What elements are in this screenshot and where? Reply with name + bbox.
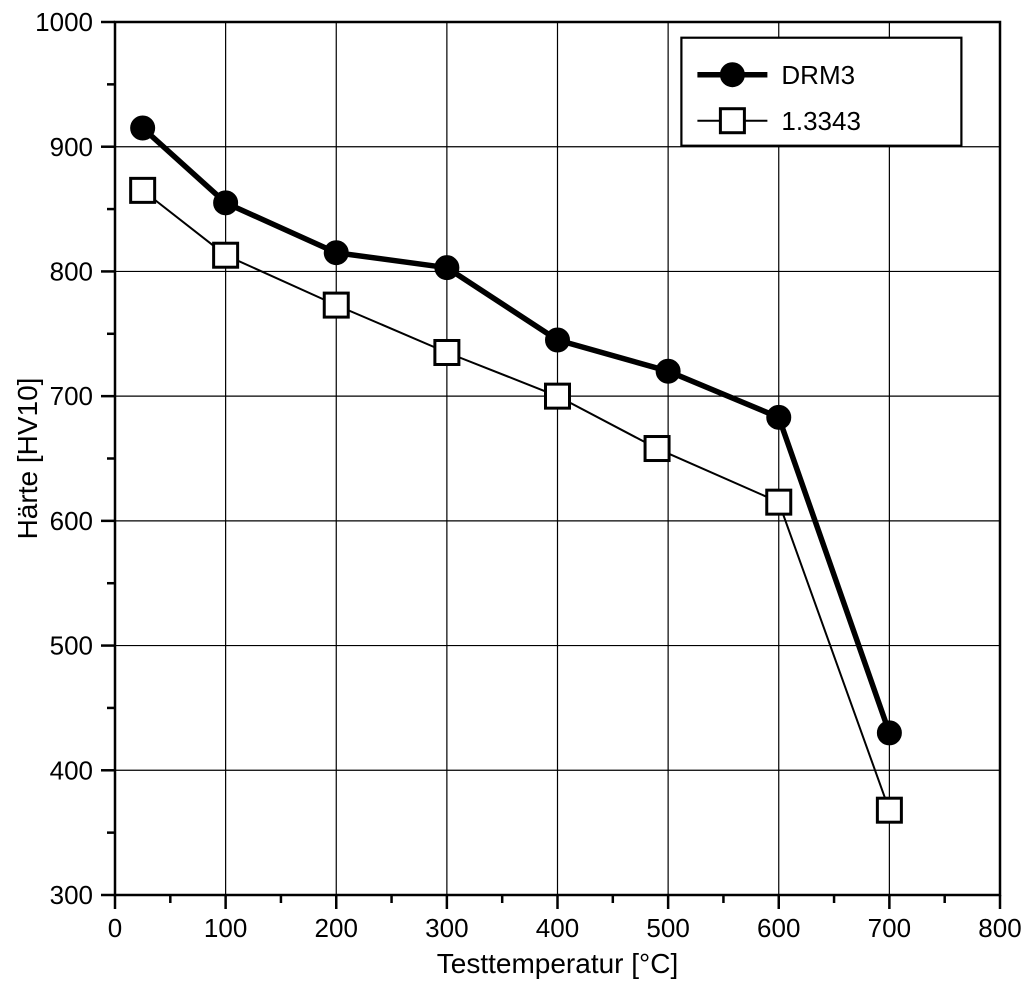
marker-circle bbox=[877, 721, 901, 745]
x-tick-label: 400 bbox=[536, 913, 579, 943]
marker-circle bbox=[767, 405, 791, 429]
marker-square bbox=[435, 340, 459, 364]
y-tick-label: 500 bbox=[50, 631, 93, 661]
x-tick-label: 800 bbox=[978, 913, 1021, 943]
y-tick-label: 400 bbox=[50, 755, 93, 785]
marker-square bbox=[645, 437, 669, 461]
marker-circle bbox=[214, 191, 238, 215]
chart-svg: 0 100 200 300 400 500 600 700 800 300 400 500 600 700… bbox=[0, 0, 1024, 995]
y-axis-label: Härte [HV10] bbox=[12, 378, 43, 540]
marker-circle bbox=[546, 328, 570, 352]
marker-square bbox=[767, 490, 791, 514]
marker-circle bbox=[324, 241, 348, 265]
marker-square bbox=[877, 798, 901, 822]
marker-circle bbox=[720, 63, 744, 87]
marker-circle bbox=[435, 256, 459, 280]
y-tick-label: 1000 bbox=[35, 7, 93, 37]
x-tick-label: 100 bbox=[204, 913, 247, 943]
x-tick-label: 600 bbox=[757, 913, 800, 943]
x-tick-label: 500 bbox=[646, 913, 689, 943]
legend-label: DRM3 bbox=[781, 60, 855, 90]
marker-circle bbox=[131, 116, 155, 140]
marker-square bbox=[131, 178, 155, 202]
y-tick-label: 700 bbox=[50, 381, 93, 411]
marker-square bbox=[720, 109, 744, 133]
chart-container: 0 100 200 300 400 500 600 700 800 300 400 500 600 700… bbox=[0, 0, 1024, 995]
x-tick-label: 200 bbox=[315, 913, 358, 943]
x-axis-label: Testtemperatur [°C] bbox=[437, 948, 679, 979]
y-tick-label: 800 bbox=[50, 257, 93, 287]
legend: DRM3 1.3343 bbox=[681, 38, 961, 146]
y-tick-label: 300 bbox=[50, 880, 93, 910]
legend-label: 1.3343 bbox=[781, 106, 861, 136]
marker-square bbox=[214, 243, 238, 267]
chart-bg bbox=[0, 0, 1024, 995]
x-tick-label: 0 bbox=[108, 913, 122, 943]
x-tick-label: 700 bbox=[868, 913, 911, 943]
marker-square bbox=[546, 384, 570, 408]
y-tick-label: 600 bbox=[50, 506, 93, 536]
marker-circle bbox=[656, 359, 680, 383]
y-tick-label: 900 bbox=[50, 132, 93, 162]
marker-square bbox=[324, 293, 348, 317]
x-tick-label: 300 bbox=[425, 913, 468, 943]
